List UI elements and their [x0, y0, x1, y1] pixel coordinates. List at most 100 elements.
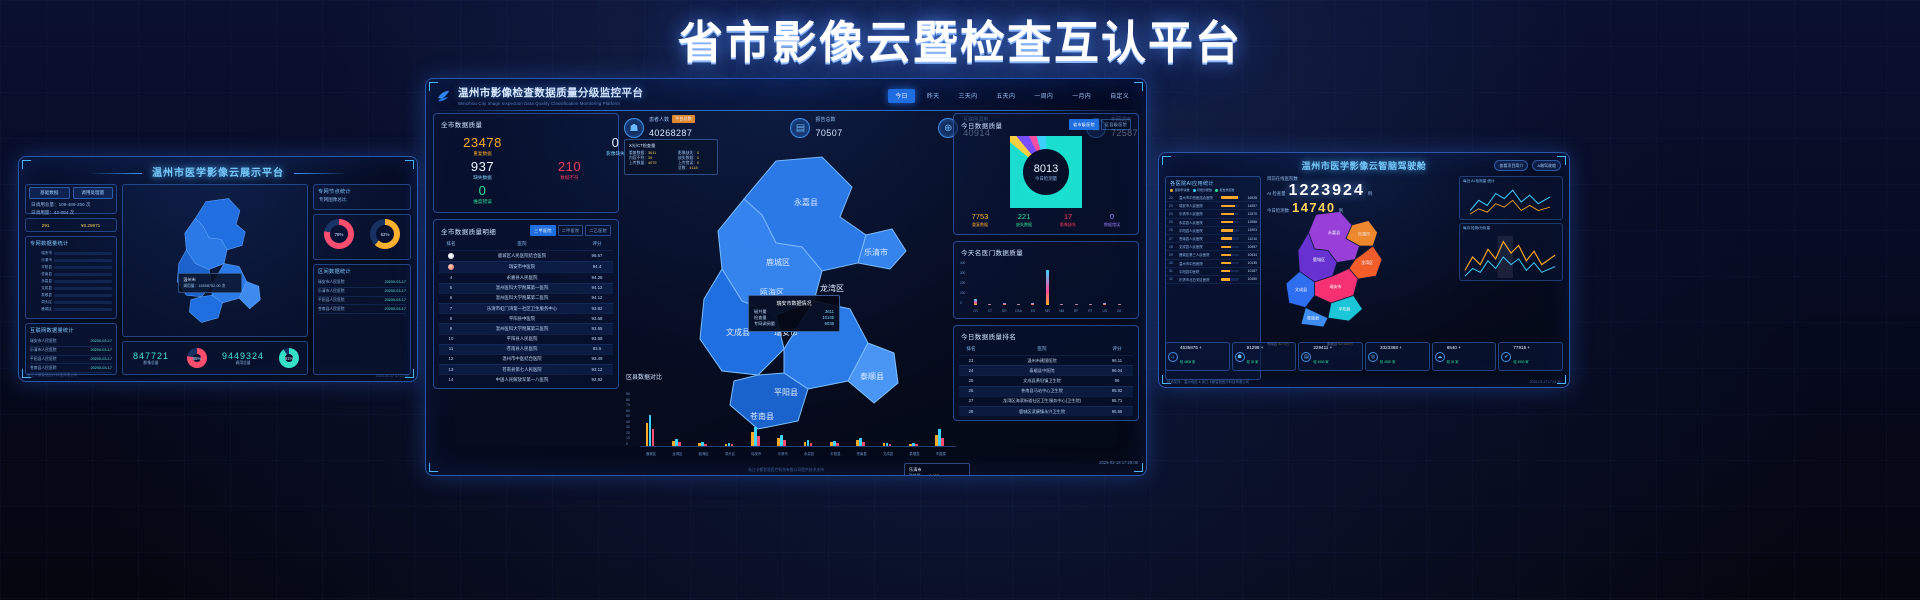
detail-tab-2[interactable]: 二乙医院	[585, 225, 611, 236]
item-rank: 24	[1169, 211, 1173, 216]
filter-1[interactable]: 昨天	[926, 94, 940, 100]
left-tab-1[interactable]: 调用处理量	[72, 187, 113, 199]
center-map[interactable]: 永嘉县 乐清市 鹿城区 瓯海区 龙湾区 瑞安市 文成县 平阳县 苍南县 泰顺县 …	[624, 139, 970, 475]
ai-exam-value: 1223924	[1288, 182, 1365, 199]
project-intro-button[interactable]: 查看项目简介	[1494, 160, 1529, 171]
today-donut: 8013 今日检测量	[1010, 136, 1082, 208]
left-map-box[interactable]: 温州市 调用量：16598752.00 次	[122, 184, 308, 337]
left-region-row: 苍南县人民医院 20200-03-17	[318, 305, 406, 315]
corner-decor	[22, 369, 31, 378]
filter-3[interactable]: 五天内	[996, 94, 1016, 100]
quality-cell-4-label: 维度错误	[473, 199, 492, 204]
chart-bar	[727, 443, 731, 446]
left-tab-0[interactable]: 基础数据	[29, 187, 70, 199]
list-item[interactable]: 24 乐清市人民医院 13370	[1166, 210, 1260, 219]
list-item[interactable]: 32 乐清市北白关区医院 10450	[1166, 276, 1260, 285]
filter-4[interactable]: 一周内	[1034, 94, 1054, 100]
filter-5[interactable]: 一月内	[1072, 94, 1092, 100]
row-rank: 4	[449, 274, 453, 280]
center-right-column: 今日数据质量 省市级医院 区县级医院 8013 今日检测量 7753 重复数据	[953, 113, 1139, 427]
today-cell-2-value: 17	[1063, 212, 1073, 221]
table-row[interactable]: 26 苍南县马站中心卫生院 95.92	[959, 385, 1133, 396]
list-item[interactable]: 29 鹿城区第三人民医院 10434	[1166, 251, 1260, 260]
chart-bar	[724, 443, 728, 446]
left-kv-name: 平阳县人民医院	[30, 356, 57, 361]
detail-tab-1[interactable]: 二甲医院	[557, 225, 584, 236]
table-row[interactable]: 10 平阳县人民医院 93.59	[439, 333, 613, 344]
quality-panel-header: 全市数据质量	[434, 114, 618, 132]
list-item[interactable]: 26 平阳县人民医院 11903	[1166, 227, 1260, 235]
left-screen-title: 温州市医学影像云展示平台	[19, 157, 417, 179]
title-decor-right	[293, 172, 348, 174]
today-cell-1: 221 缺失数据	[1002, 212, 1046, 228]
chart-bar	[941, 438, 944, 446]
stat-key: 内容不符：39	[629, 155, 653, 160]
today-tab-1[interactable]: 区县级医院	[1101, 119, 1131, 130]
left-kv-value: 20200-03-17	[90, 356, 112, 361]
left-donut-top-1: 62%	[370, 219, 400, 249]
left-section-4-box: 区间数据统计 瑞安市人民医院 20200-03-17 乐清市人民医院 20200-03…	[313, 264, 411, 375]
right-buttons[interactable]: 查看项目简介 A端驾驶舱	[1494, 160, 1561, 171]
today-donut-center: 8013 今日检测量	[1023, 149, 1069, 195]
left-region-list: 瑞安市人民医院 20200-03-17 乐清市人民医院 20200-03-17 平阳县人…	[314, 276, 410, 317]
list-item[interactable]: 23 瑞安市人民医院 14557	[1166, 202, 1260, 211]
table-row[interactable]: 8 平阳县中医院 93.68	[439, 313, 613, 323]
filter-0[interactable]: 今日	[888, 88, 915, 103]
chart-bar	[648, 415, 652, 446]
item-name: 永嘉县人民医院	[1179, 220, 1203, 225]
chart-bar	[909, 443, 912, 446]
stat-card-text: 4535875 + 较 4608 家	[1180, 345, 1202, 368]
corner-decor	[22, 160, 31, 169]
right-map-panel[interactable]: 目前在线医院数 AI 检查量 1223924 例 今日检测数 14740 例	[1265, 176, 1455, 380]
table-row[interactable]: 9 温州医科大学附属第三医院 93.65	[439, 323, 613, 334]
stat-key: 上传数量：4079	[629, 160, 657, 165]
table-row[interactable]: 6 温州医科大学附属第二医院 94.12	[439, 292, 613, 303]
right-right-panel: 每日 AI 检测量 统计 每月 检测/分析量	[1459, 176, 1563, 380]
doctor-icon: ☗	[1234, 351, 1245, 362]
table-row[interactable]: 5 温州医科大学附属第一医院 94.12	[439, 282, 613, 293]
table-row[interactable]: 27 龙湾区海滨街道社区卫生服务中心(卫生院) 95.71	[959, 395, 1133, 406]
left-bignum-0-value: 847721	[132, 350, 170, 361]
table-row[interactable]: 23 温州市建国医院 96.11	[959, 355, 1133, 365]
list-item[interactable]: 27 苍南县人民医院 11210	[1166, 235, 1260, 244]
left-section-3-sub: 专网图像总比	[319, 197, 347, 202]
list-item[interactable]: 22 温州市中西医结合医院 16928	[1166, 194, 1260, 203]
row-score: 92.92	[591, 376, 603, 382]
center-time-filters[interactable]: 今日 昨天 三天内 五天内 一周内 一月内 自定义	[888, 88, 1136, 103]
table-row[interactable]: 25 文成县黄坦镇卫生院 96	[959, 375, 1133, 385]
detail-tab-0[interactable]: 三甲医院	[530, 225, 556, 236]
a-cockpit-button[interactable]: A端驾驶舱	[1532, 160, 1561, 171]
stat-card-value: 229411 +	[1313, 345, 1333, 350]
table-row[interactable]: 瑞安市中医院 94.4	[439, 261, 613, 273]
row-hospital: 永嘉县人民医院	[506, 274, 538, 280]
table-row[interactable]: 28 鹿城区滨康镇永兴卫生院 95.66	[959, 405, 1133, 417]
list-item[interactable]: 25 永嘉县人民医院 12558	[1166, 219, 1260, 227]
row-rank: 25	[968, 377, 974, 383]
stat-key2: 上传错误：0	[678, 160, 700, 165]
filter-2[interactable]: 三天内	[958, 94, 978, 100]
report-icon: ▤	[790, 118, 811, 138]
table-row[interactable]: 4 永嘉县人民医院 94.28	[439, 272, 613, 282]
table-row[interactable]: 14 中国人民解放军第一八医院 92.92	[439, 374, 613, 384]
right-screen: 温州市医学影像云智脑驾驶舱 查看项目简介 A端驾驶舱 各医院AI应用统计 自助申…	[1158, 152, 1570, 388]
table-row[interactable]: 鹿城区人民医院结合医院 96.67	[439, 250, 613, 261]
table-row[interactable]: 11 苍南县人民医院 93.5	[439, 343, 613, 354]
list-item[interactable]: 30 温州市中西医院 10135	[1166, 260, 1260, 268]
left-kv-row: 苍南县人民医院 20200-03-17	[30, 364, 112, 374]
table-row[interactable]: 12 温州市中医结合医院 93.49	[439, 353, 613, 364]
tooltip-value: 3611	[824, 309, 834, 314]
left-col-a: 基础数据 调用处理量 日调用总量：109-489-250 次 日调用量：42-0…	[25, 184, 117, 375]
item-bar-fill	[1221, 204, 1236, 207]
table-row[interactable]: 7 乐清市虹门湾第一社区卫生服务中心 93.82	[439, 302, 613, 314]
chart-xtick: 平阳县	[830, 452, 841, 456]
detail-panel-tabs[interactable]: 三甲医院 二甲医院 二乙医院	[530, 225, 611, 236]
today-panel-tabs[interactable]: 省市级医院 区县级医院	[1069, 119, 1131, 130]
map-label-yueqing: 乐清市	[864, 247, 888, 257]
filter-6[interactable]: 自定义	[1110, 94, 1129, 100]
left-region-row: 乐清市人民医院 20200-03-17	[318, 288, 406, 297]
table-row[interactable]: 13 苍南县第七人民医院 93.12	[439, 364, 613, 375]
list-item[interactable]: 28 文成县人民医院 10457	[1166, 243, 1260, 252]
today-tab-0[interactable]: 省市级医院	[1069, 119, 1099, 130]
list-item[interactable]: 31 平阳县中医院 10187	[1166, 268, 1260, 276]
table-row[interactable]: 24 泰顺县中医院 96.04	[959, 365, 1133, 376]
